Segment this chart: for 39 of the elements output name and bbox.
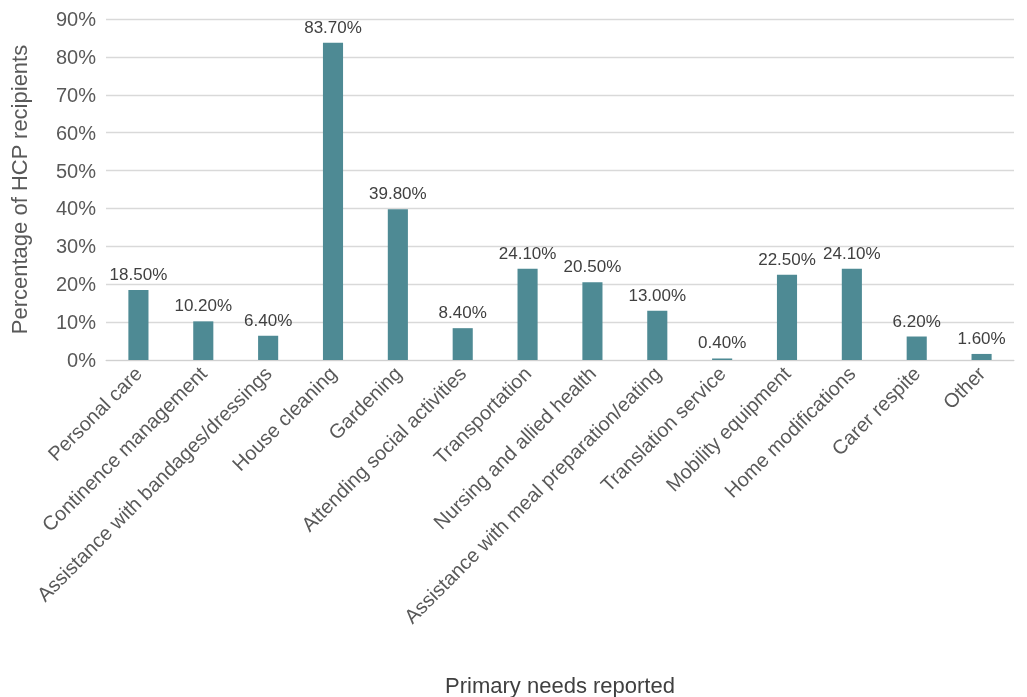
bar xyxy=(906,336,927,360)
bar xyxy=(128,289,149,360)
data-label: 10.20% xyxy=(174,296,233,316)
y-axis-title: Percentage of HCP recipients xyxy=(6,44,32,335)
bar xyxy=(647,310,668,360)
y-tick-label: 30% xyxy=(55,235,97,258)
bar xyxy=(971,353,992,360)
data-label: 0.40% xyxy=(698,333,747,353)
data-label: 13.00% xyxy=(628,285,687,305)
y-tick-label: 20% xyxy=(55,273,97,296)
y-tick-label: 0% xyxy=(67,349,97,371)
bar xyxy=(582,282,603,360)
data-label: 20.50% xyxy=(563,257,622,277)
data-label: 8.40% xyxy=(438,303,487,323)
data-label: 6.20% xyxy=(892,311,941,331)
data-label: 22.50% xyxy=(758,249,816,269)
y-tick-label: 90% xyxy=(55,8,97,30)
bar xyxy=(322,42,344,360)
y-tick-label: 60% xyxy=(55,121,97,144)
data-label: 18.50% xyxy=(109,264,168,284)
bar xyxy=(452,328,473,360)
data-label: 83.70% xyxy=(304,17,362,37)
data-label: 1.60% xyxy=(957,328,1006,348)
bar xyxy=(258,335,279,360)
y-tick-label: 80% xyxy=(55,45,97,68)
bar xyxy=(387,209,408,360)
bar xyxy=(193,321,214,360)
y-tick-label: 10% xyxy=(55,311,97,334)
bar xyxy=(776,274,798,360)
x-axis-title: Primary needs reported xyxy=(445,672,675,697)
data-label: 6.40% xyxy=(244,310,293,330)
y-tick-label: 70% xyxy=(55,83,97,106)
y-tick-label: 40% xyxy=(55,197,97,220)
data-label: 39.80% xyxy=(369,184,427,204)
data-label: 24.10% xyxy=(823,243,881,263)
y-tick-label: 50% xyxy=(55,159,97,182)
data-label: 24.10% xyxy=(498,243,557,263)
bar xyxy=(841,268,862,360)
bar xyxy=(517,268,538,360)
